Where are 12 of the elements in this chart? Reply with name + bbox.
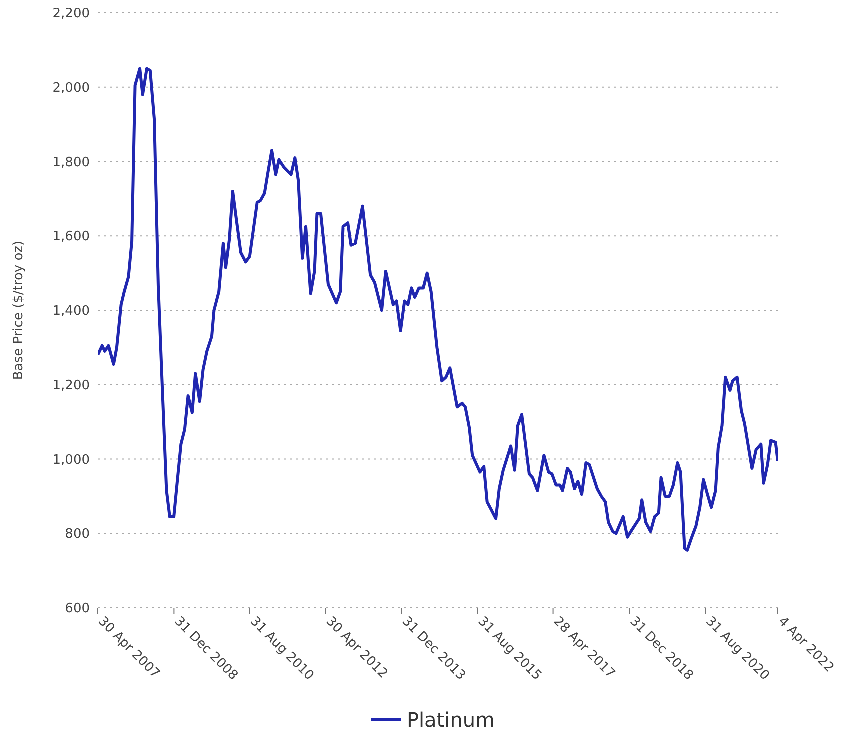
y-tick-label: 800 — [65, 527, 90, 542]
y-tick-label: 1,600 — [52, 230, 90, 245]
y-tick-label: 2,200 — [52, 6, 90, 22]
y-tick-label: 600 — [65, 602, 90, 617]
y-tick-label: 1,800 — [52, 155, 90, 170]
line-series — [98, 67, 778, 552]
y-tick-label: 1,200 — [52, 378, 90, 394]
legend-label: Platinum — [406, 708, 496, 732]
y-tick-label: 2,000 — [52, 80, 90, 96]
y-axis-title: Base Price ($/troy oz) — [12, 240, 27, 380]
y-tick-label: 1,000 — [52, 452, 90, 468]
y-tick-label: 1,400 — [52, 304, 90, 320]
